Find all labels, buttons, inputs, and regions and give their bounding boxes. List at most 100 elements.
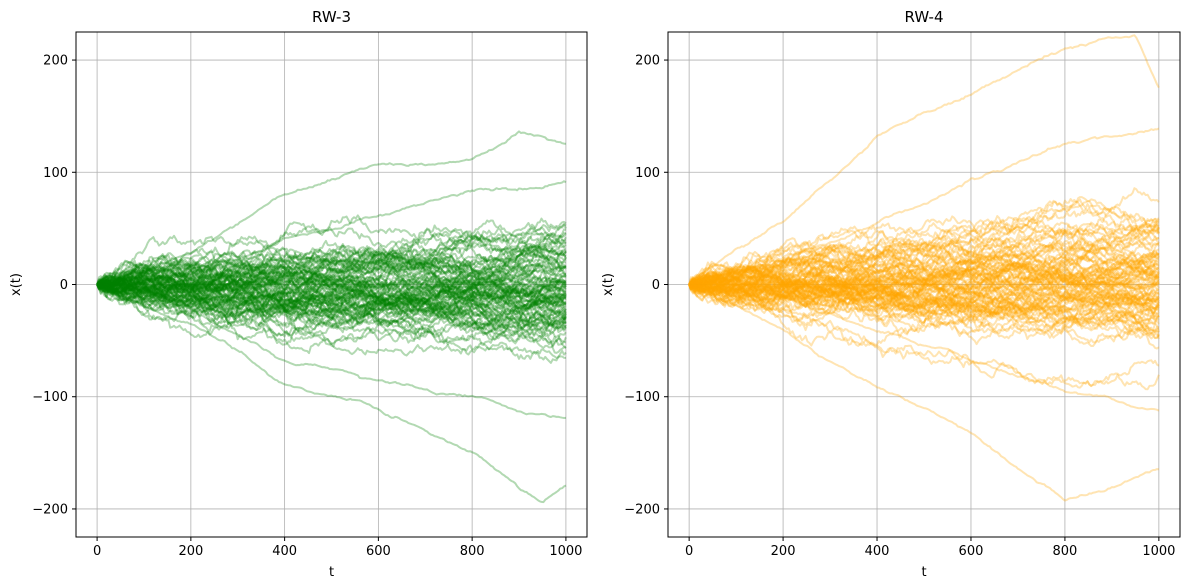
- series-group: [688, 34, 1160, 502]
- series-line: [688, 266, 1160, 314]
- series-line: [96, 262, 567, 334]
- series-line: [96, 278, 567, 308]
- series-line: [96, 278, 567, 309]
- series-line: [688, 198, 1160, 286]
- series-line: [96, 275, 567, 347]
- series-line: [96, 266, 567, 328]
- series-line: [97, 276, 567, 333]
- series-line: [96, 261, 567, 336]
- x-tick-label: 200: [178, 544, 203, 559]
- x-tick-label: 400: [865, 544, 890, 559]
- series-line: [96, 250, 567, 303]
- series-line: [96, 278, 567, 359]
- series-line: [688, 222, 1160, 295]
- series-line: [96, 261, 567, 305]
- series-line: [96, 268, 567, 318]
- series-line: [96, 277, 567, 335]
- x-tick-label: 1000: [1142, 544, 1175, 559]
- series-line: [96, 249, 567, 324]
- series-line: [688, 258, 1160, 316]
- y-tick-label: 200: [635, 54, 660, 69]
- series-line: [688, 127, 1160, 286]
- series-line: [96, 265, 567, 329]
- x-tick-label: 200: [771, 544, 796, 559]
- series-line: [96, 275, 566, 313]
- x-axis-label: t: [329, 565, 334, 580]
- y-tick-label: 200: [43, 54, 68, 69]
- series-line: [688, 238, 1160, 298]
- series-line: [96, 283, 567, 504]
- series-line: [96, 259, 567, 336]
- series-line: [96, 244, 567, 288]
- series-line: [688, 271, 1160, 315]
- series-line: [688, 283, 1160, 412]
- series-line: [96, 268, 567, 316]
- y-tick-label: −100: [624, 390, 660, 405]
- series-line: [689, 254, 1160, 309]
- series-line: [688, 240, 1159, 291]
- series-line: [96, 277, 567, 343]
- series-line: [96, 275, 567, 330]
- series-line: [688, 218, 1160, 286]
- series-line: [688, 196, 1160, 289]
- series-line: [688, 273, 1160, 333]
- series-line: [96, 263, 567, 327]
- series-line: [688, 252, 1160, 293]
- chart-panel-rw3: 0 200 400 600 800 1000 −200 −100 0 100 200 RW-3 t x(t…: [9, 8, 588, 580]
- series-line: [688, 277, 1160, 316]
- series-line: [688, 239, 1160, 295]
- series-line: [688, 259, 1160, 321]
- series-line: [688, 259, 1160, 304]
- series-line: [97, 273, 567, 306]
- series-line: [688, 266, 1160, 308]
- series-line: [688, 278, 1160, 322]
- series-line: [688, 223, 1160, 287]
- series-line: [96, 252, 567, 310]
- series-line: [688, 259, 1160, 303]
- series-line: [96, 283, 566, 419]
- series-line: [688, 255, 1160, 288]
- series-line: [688, 265, 1160, 319]
- series-line: [688, 282, 1160, 337]
- series-line: [96, 234, 567, 301]
- series-line: [96, 271, 567, 314]
- series-line: [96, 244, 567, 291]
- series-line: [96, 240, 567, 295]
- series-line: [688, 237, 1160, 290]
- y-tick-label: 0: [60, 278, 68, 293]
- series-line: [688, 261, 1160, 318]
- series-line: [688, 241, 1160, 301]
- series-line: [689, 261, 1160, 322]
- series-line: [96, 262, 567, 314]
- series-line: [97, 246, 567, 295]
- series-line: [688, 215, 1160, 286]
- series-line: [688, 281, 1159, 330]
- series-line: [688, 270, 1160, 328]
- series-line: [688, 246, 1159, 309]
- series-line: [96, 222, 567, 319]
- x-tick-label: 400: [272, 544, 297, 559]
- series-line: [96, 276, 567, 325]
- series-line: [96, 261, 567, 303]
- series-line: [688, 262, 1160, 302]
- series-line: [688, 278, 1160, 391]
- series-line: [96, 281, 567, 346]
- series-line: [688, 260, 1160, 295]
- series-line: [688, 270, 1160, 322]
- series-line: [96, 250, 567, 292]
- series-line: [688, 277, 1160, 316]
- x-tick-label: 600: [959, 544, 984, 559]
- series-line: [96, 274, 567, 341]
- series-line: [688, 276, 1160, 347]
- series-line: [688, 249, 1160, 296]
- series-line: [96, 282, 567, 348]
- series-line: [688, 241, 1160, 304]
- series-line: [96, 281, 567, 330]
- series-line: [688, 250, 1160, 298]
- series-line: [688, 280, 1160, 326]
- chart-panel-rw4: 0 200 400 600 800 1000 −200 −100 0 100 200 RW-4 t x(t…: [601, 8, 1181, 580]
- series-line: [688, 218, 1160, 293]
- series-group: [96, 130, 567, 504]
- series-line: [688, 276, 1160, 310]
- series-line: [96, 269, 567, 305]
